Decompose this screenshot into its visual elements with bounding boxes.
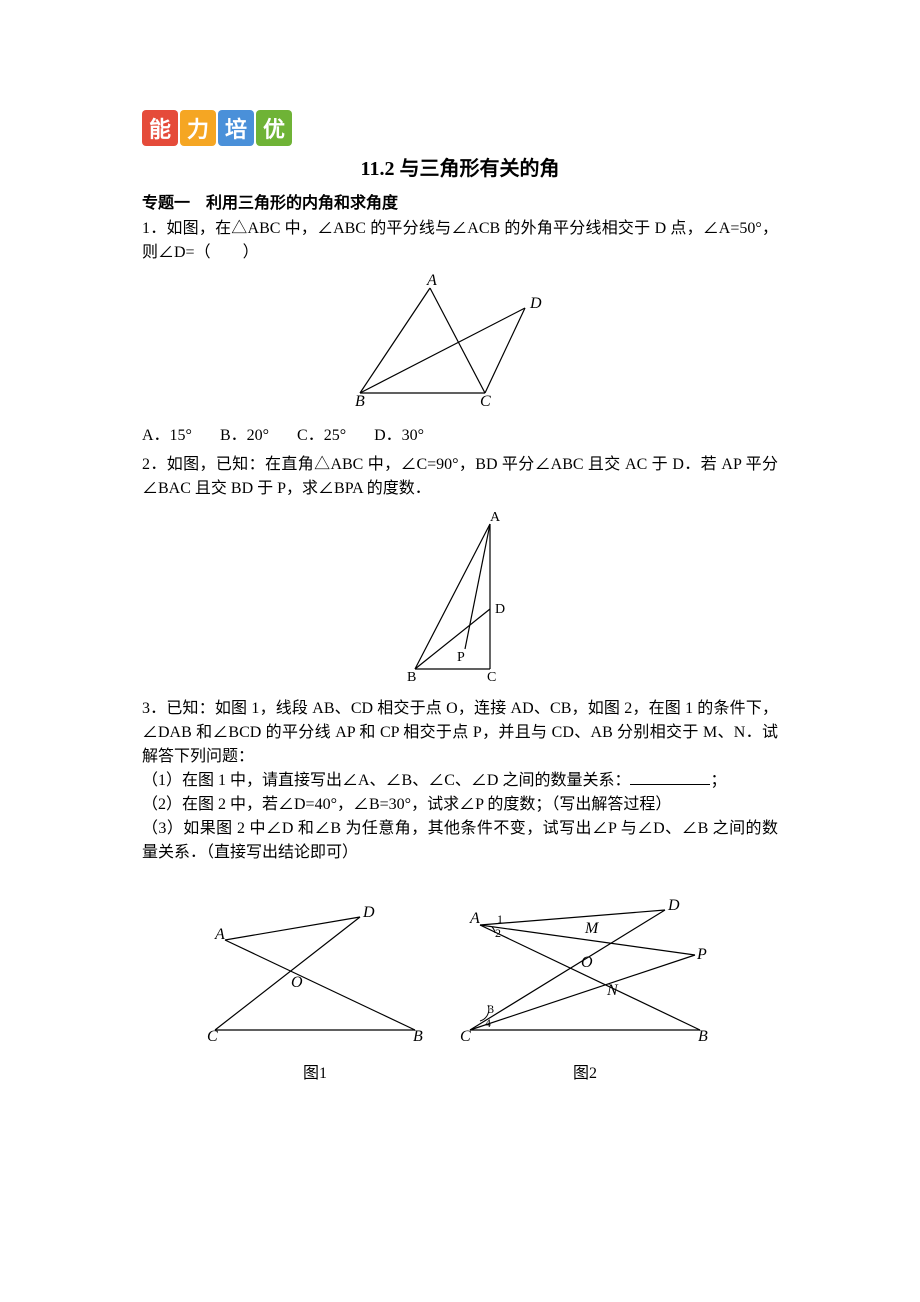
svg-text:N: N [606, 982, 619, 999]
svg-text:C: C [480, 393, 491, 408]
problem-3-sub3: （3）如果图 2 中∠D 和∠B 为任意角，其他条件不变，试写出∠P 与∠D、∠… [142, 817, 778, 865]
ability-badge-header: 能 力 培 优 [142, 110, 778, 146]
svg-text:A: A [490, 510, 501, 525]
figure-caption-1: 图1 [205, 1059, 425, 1083]
page-title: 11.2 与三角形有关的角 [142, 152, 778, 181]
svg-text:D: D [362, 904, 375, 921]
svg-text:C: C [460, 1028, 471, 1045]
svg-text:3: 3 [488, 1002, 494, 1016]
badge-ability-1: 能 [142, 110, 178, 146]
section-header: 专题一 利用三角形的内角和求角度 [142, 189, 778, 213]
svg-text:A: A [214, 926, 225, 943]
figure-1: A B C D [142, 273, 778, 413]
svg-text:B: B [355, 393, 365, 408]
problem-2-text: 2．如图，已知：在直角△ABC 中，∠C=90°，BD 平分∠ABC 且交 AC… [142, 453, 778, 501]
figure-3-right: A D C B P O M N 1 2 3 4 图2 [455, 895, 715, 1083]
svg-text:O: O [581, 954, 593, 971]
svg-text:P: P [696, 946, 707, 963]
figure-2: A B C D P [142, 509, 778, 689]
option-c: C．25° [297, 427, 346, 444]
figure-caption-2: 图2 [455, 1059, 715, 1083]
badge-ability-3: 培 [218, 110, 254, 146]
problem-1-options: A．15° B．20° C．25° D．30° [142, 421, 778, 445]
option-b: B．20° [220, 427, 269, 444]
svg-text:P: P [457, 650, 465, 665]
svg-text:C: C [207, 1028, 218, 1045]
problem-1: 1．如图，在△ABC 中，∠ABC 的平分线与∠ACB 的外角平分线相交于 D … [142, 217, 778, 265]
svg-text:D: D [667, 897, 680, 914]
svg-text:O: O [291, 974, 303, 991]
problem-1-text: 1．如图，在△ABC 中，∠ABC 的平分线与∠ACB 的外角平分线相交于 D … [142, 217, 778, 265]
svg-text:B: B [698, 1028, 708, 1045]
problem-3-text: 3．已知：如图 1，线段 AB、CD 相交于点 O，连接 AD、CB，如图 2，… [142, 697, 778, 769]
problem-2: 2．如图，已知：在直角△ABC 中，∠C=90°，BD 平分∠ABC 且交 AC… [142, 453, 778, 501]
svg-text:A: A [426, 273, 437, 289]
svg-text:B: B [407, 670, 416, 684]
svg-text:1: 1 [497, 912, 503, 926]
blank-line [630, 784, 710, 785]
svg-text:2: 2 [495, 926, 501, 940]
problem-3: 3．已知：如图 1，线段 AB、CD 相交于点 O，连接 AD、CB，如图 2，… [142, 697, 778, 865]
figure-3-left: A D C B O 图1 [205, 895, 425, 1083]
svg-text:4: 4 [485, 1016, 491, 1030]
problem-3-sub1: （1）在图 1 中，请直接写出∠A、∠B、∠C、∠D 之间的数量关系：； [142, 769, 778, 793]
double-figure-container: A D C B O 图1 A D C B P O M N 1 2 3 [142, 895, 778, 1083]
svg-text:D: D [495, 602, 505, 617]
option-d: D．30° [374, 427, 424, 444]
svg-text:D: D [529, 295, 542, 312]
problem-3-sub2: （2）在图 2 中，若∠D=40°，∠B=30°，试求∠P 的度数；（写出解答过… [142, 793, 778, 817]
svg-text:C: C [487, 670, 496, 684]
svg-text:M: M [584, 920, 600, 937]
badge-ability-2: 力 [180, 110, 216, 146]
badge-ability-4: 优 [256, 110, 292, 146]
svg-text:A: A [469, 910, 480, 927]
option-a: A．15° [142, 427, 192, 444]
svg-text:B: B [413, 1028, 423, 1045]
